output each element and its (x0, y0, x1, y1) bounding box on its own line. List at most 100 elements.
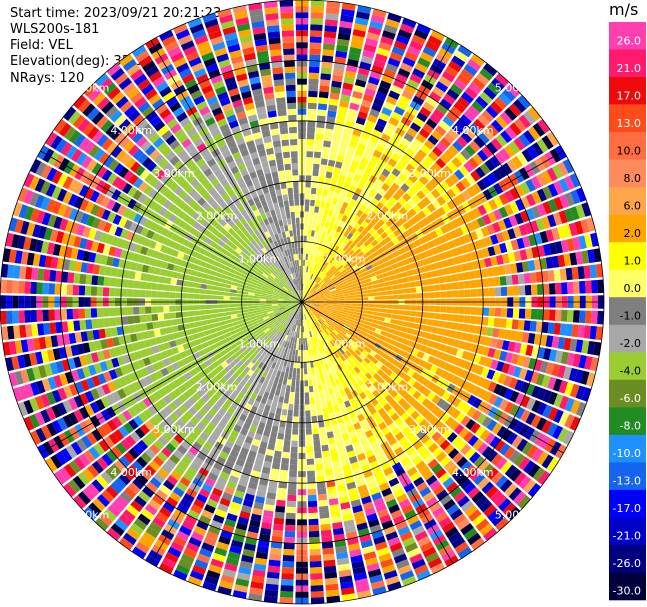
velocity-gate (351, 193, 360, 201)
velocity-gate (232, 388, 241, 397)
velocity-gate (322, 357, 328, 365)
velocity-gate (542, 186, 553, 200)
velocity-gate (319, 432, 327, 440)
velocity-gate (249, 587, 263, 596)
velocity-gate (305, 404, 311, 411)
velocity-gate (443, 267, 451, 275)
velocity-gate (387, 158, 398, 168)
velocity-gate (427, 240, 436, 249)
velocity-gate (512, 285, 520, 296)
velocity-gate (516, 331, 524, 342)
velocity-gate (316, 287, 322, 292)
velocity-gate (210, 520, 223, 530)
velocity-gate (350, 159, 360, 168)
velocity-gate (457, 314, 465, 323)
velocity-gate (308, 90, 318, 98)
velocity-gate (250, 513, 262, 522)
velocity-gate (292, 422, 299, 429)
velocity-gate (295, 325, 298, 332)
velocity-gate (412, 455, 423, 466)
velocity-gate (346, 364, 354, 372)
velocity-gate (495, 115, 508, 129)
velocity-gate (515, 198, 525, 211)
velocity-gate (381, 412, 390, 422)
velocity-gate (304, 319, 307, 326)
velocity-gate (306, 325, 309, 332)
velocity-gate (381, 256, 390, 263)
velocity-gate (199, 431, 210, 441)
velocity-gate (367, 289, 374, 294)
velocity-gate (327, 235, 333, 242)
velocity-gate (316, 115, 326, 123)
velocity-gate (536, 417, 547, 431)
velocity-gate (277, 487, 287, 495)
velocity-gate (532, 122, 546, 137)
velocity-gate (479, 67, 494, 81)
velocity-gate (412, 390, 422, 400)
velocity-gate (383, 260, 392, 267)
velocity-gate (354, 339, 362, 346)
velocity-gate (481, 110, 494, 123)
velocity-gate (323, 389, 330, 396)
velocity-gate (337, 149, 346, 157)
velocity-gate (298, 338, 301, 345)
velocity-gate (472, 207, 482, 219)
velocity-gate (60, 284, 68, 295)
velocity-gate (387, 253, 395, 260)
velocity-gate (421, 378, 431, 387)
velocity-gate (524, 308, 532, 320)
velocity-gate (359, 343, 367, 350)
velocity-gate (415, 286, 423, 293)
velocity-gate (557, 161, 569, 177)
velocity-gate (309, 561, 322, 568)
velocity-gate (357, 217, 365, 226)
velocity-gate (551, 336, 560, 349)
velocity-gate (321, 364, 326, 372)
velocity-gate (208, 564, 222, 574)
velocity-gate (208, 323, 215, 330)
velocity-gate (557, 365, 566, 379)
velocity-gate (167, 546, 182, 558)
velocity-gate (398, 266, 407, 273)
velocity-gate (389, 258, 397, 265)
velocity-gate (270, 468, 280, 476)
velocity-gate (350, 134, 360, 143)
velocity-gate (322, 239, 328, 247)
velocity-gate (331, 309, 338, 313)
velocity-gate (363, 43, 377, 53)
velocity-gate (295, 380, 300, 387)
velocity-gate (383, 322, 390, 328)
velocity-gate (251, 419, 260, 428)
velocity-gate (372, 8, 387, 18)
velocity-gate (235, 578, 250, 587)
velocity-gate (337, 296, 345, 299)
velocity-gate (416, 569, 431, 581)
velocity-gate (260, 472, 270, 480)
velocity-gate (324, 25, 338, 33)
velocity-gate (392, 304, 399, 310)
velocity-gate (188, 281, 195, 288)
velocity-gate (91, 275, 99, 286)
velocity-gate (352, 320, 359, 325)
velocity-gate (282, 320, 288, 326)
velocity-gate (456, 73, 471, 86)
velocity-gate (327, 437, 336, 445)
velocity-gate (376, 47, 390, 57)
velocity-gate (307, 470, 315, 478)
velocity-gate (126, 289, 134, 297)
velocity-gate (400, 344, 408, 351)
velocity-gate (419, 272, 427, 280)
velocity-gate (329, 153, 337, 161)
velocity-gate (360, 383, 368, 392)
velocity-gate (436, 244, 445, 254)
velocity-gate (547, 199, 558, 213)
velocity-gate (400, 531, 413, 542)
velocity-gate (429, 177, 440, 188)
velocity-gate (188, 431, 199, 441)
velocity-gate (324, 329, 330, 336)
velocity-gate (247, 481, 258, 490)
velocity-gate (313, 385, 319, 392)
velocity-gate (230, 289, 237, 294)
velocity-gate (346, 371, 353, 380)
velocity-gate (318, 176, 325, 184)
